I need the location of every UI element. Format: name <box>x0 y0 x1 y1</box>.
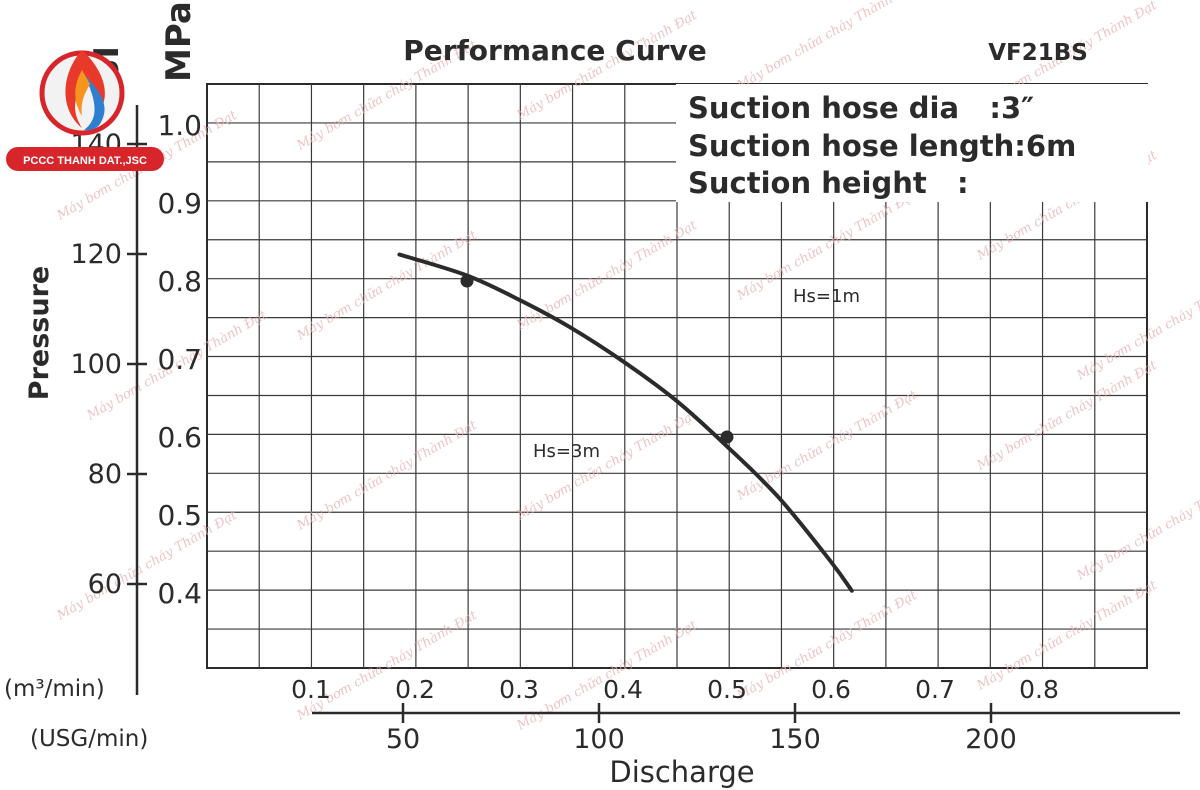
axes <box>135 105 1180 715</box>
m3-tick-label: 0.7 <box>915 675 955 704</box>
mpa-tick-label: 0.6 <box>157 421 202 454</box>
usg-tick-label: 200 <box>965 724 1017 755</box>
performance-curve <box>397 252 854 593</box>
mpa-tick-label: 0.7 <box>157 343 202 376</box>
usg-tick-label: 100 <box>573 724 625 755</box>
m3-tick-label: 0.5 <box>707 675 747 704</box>
info-box <box>676 84 1148 202</box>
watermark-text: Máy bơm chữa cháy Thành Đạt <box>294 228 481 344</box>
info-line-hose-dia: Suction hose dia :3″ <box>688 91 1034 125</box>
marker-label-hs1m: Hs=1m <box>793 286 860 307</box>
mpa-tick-label: 0.9 <box>157 187 202 220</box>
mpa-unit-label: MPa <box>159 1 199 82</box>
series-layer <box>397 252 854 593</box>
watermark-text: Máy bơm chữa cháy Thành Đạt <box>294 418 481 534</box>
watermark-text: Máy bơm chữa cháy Thành Đạt <box>734 388 921 504</box>
m3-tick-label: 0.8 <box>1019 675 1059 704</box>
y-axis-title: Pressure <box>24 266 55 400</box>
watermark-text: Máy bơm chữa cháy Thành Đạt <box>974 578 1161 694</box>
model-name: VF21BS <box>988 40 1088 66</box>
chart-title: Performance Curve <box>403 34 706 67</box>
watermark-text: Máy bơm chữa cháy Thành Đạt <box>514 408 701 524</box>
watermark-text: Máy bơm chữa cháy Thành Đạt <box>1074 468 1200 584</box>
x-unit-usg: (USG/min) <box>30 726 148 752</box>
watermark-text: Máy bơm chữa cháy Thành Đạt <box>294 608 481 724</box>
psi-tick-label: 120 <box>70 239 122 270</box>
usg-tick-label: 150 <box>769 724 821 755</box>
psi-tick-label: 100 <box>70 349 122 380</box>
company-logo: PCCC THANH DAT.,JSC <box>6 50 164 171</box>
mpa-tick-label: 0.4 <box>157 577 202 610</box>
watermark-text: Máy bơm chữa cháy Thành Đạt <box>54 508 241 624</box>
marker-point-hs1m <box>720 430 734 444</box>
logo-company-name: PCCC THANH DAT.,JSC <box>23 155 147 167</box>
marker-point-hs3m <box>460 274 474 288</box>
inner-flame-icon <box>75 70 90 116</box>
m3-tick-label: 0.6 <box>811 675 851 704</box>
logo-banner <box>6 147 164 171</box>
x-unit-m3: (m³/min) <box>4 676 105 702</box>
m3-tick-label: 0.3 <box>499 675 539 704</box>
usg-tick-label: 50 <box>386 724 420 755</box>
mpa-tick-label: 0.5 <box>157 499 202 532</box>
flame-icon <box>65 50 105 128</box>
x-axis-title: Discharge <box>609 755 754 789</box>
watermark-text: Máy bơm chữa cháy Thành Đạt <box>974 358 1161 474</box>
m3-tick-label: 0.4 <box>603 675 643 704</box>
info-line-hose-length: Suction hose length:6m <box>688 129 1076 163</box>
mpa-tick-label: 0.8 <box>157 265 202 298</box>
m3-tick-label: 0.2 <box>395 675 435 704</box>
m3-tick-label: 0.1 <box>291 675 331 704</box>
psi-tick-label: 60 <box>88 569 122 600</box>
watermark-text: Máy bơm chữa cháy Thành Đạt <box>734 0 921 94</box>
mpa-tick-label: 1.0 <box>157 109 202 142</box>
psi-tick-label: 80 <box>88 459 122 490</box>
water-drop-icon <box>84 74 105 131</box>
marker-label-hs3m: Hs=3m <box>533 441 600 462</box>
watermark-text: Máy bơm chữa cháy Thành Đạt <box>514 218 701 334</box>
info-line-suction-height: Suction height : <box>688 166 969 200</box>
